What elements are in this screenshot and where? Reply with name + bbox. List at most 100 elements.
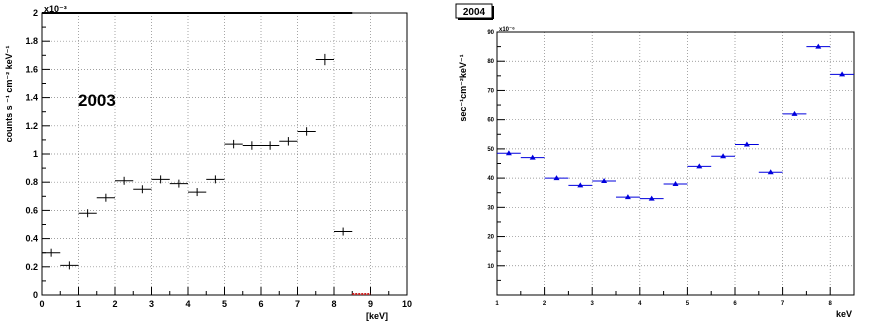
y-axis-label: sec⁻¹cm⁻²keV⁻¹ (458, 54, 468, 121)
y-tick-label: 2 (33, 8, 38, 18)
data-point-2003 (297, 127, 316, 136)
y-axis-label: counts s ⁻¹ cm⁻² keV⁻¹ (4, 46, 14, 143)
x-tick-label: 5 (222, 299, 227, 309)
triangle-marker (743, 141, 750, 147)
grid-2004 (497, 32, 854, 295)
x-tick-label: 7 (295, 299, 300, 309)
x-tick-label: 7 (781, 301, 785, 307)
y-tick-label: 60 (487, 118, 494, 124)
data-point-2003 (334, 227, 353, 236)
y-tick-label: 70 (487, 88, 494, 94)
data-point-2004 (687, 163, 712, 169)
data-point-2004 (639, 195, 664, 201)
y-tick-label: 1 (33, 149, 38, 159)
y-tick-label: 0.4 (25, 234, 38, 244)
data-point-2004 (711, 153, 735, 159)
data-point-2003 (60, 261, 79, 270)
data-point-2004 (544, 175, 569, 181)
x-tick-label: 9 (368, 299, 373, 309)
triangle-marker (767, 169, 774, 175)
x-tick-label: 4 (185, 299, 190, 309)
triangle-marker (624, 194, 631, 200)
triangle-marker (815, 43, 822, 49)
data-point-2003 (96, 193, 115, 202)
chart-title-2004: 2004 (463, 7, 486, 18)
y-tick-label: 80 (487, 59, 494, 65)
data-point-2004 (806, 43, 831, 49)
data-point-2004 (616, 194, 640, 200)
chart-2004: 2004 1 2 3 4 5 6 7 8 10 20 30 40 50 60 70 80 90 x10⁻⁶ keV se… (455, 3, 855, 319)
data-point-2003 (115, 176, 134, 185)
chart-2003-panel: 0 1 2 3 4 5 6 7 8 9 10 0 0.2 0.4 0.6 0.8 1 1.2 1.4 1.6 1.8 2 x… (0, 0, 440, 325)
x-tick-label: 8 (829, 301, 833, 307)
triangle-marker (648, 195, 655, 201)
data-point-2003 (42, 248, 61, 257)
triangle-marker (839, 71, 846, 77)
x-tick-label: 3 (591, 301, 595, 307)
x-axis-label: [keV] (366, 311, 388, 321)
grid-2003 (42, 13, 407, 295)
x-tick-label: 5 (686, 301, 690, 307)
y-tick-label: 20 (487, 235, 494, 241)
data-point-2004 (830, 71, 854, 77)
data-point-2004 (782, 110, 807, 116)
triangle-marker (601, 178, 608, 184)
data-point-2003 (315, 53, 334, 66)
triangle-marker (672, 180, 679, 186)
data-point-2004 (497, 150, 521, 156)
x-tick-label: 6 (258, 299, 263, 309)
data-point-2003 (169, 179, 188, 188)
triangle-marker (696, 163, 703, 169)
x-axis-label: keV (836, 309, 852, 319)
data-point-2004 (663, 180, 688, 186)
y-tick-label: 1.2 (25, 121, 38, 131)
y-tick-label: 40 (487, 176, 494, 182)
y-tick-label: 1.8 (25, 36, 38, 46)
chart-2004-panel: 2004 1 2 3 4 5 6 7 8 10 20 30 40 50 60 70 80 90 x10⁻⁶ keV se… (452, 0, 892, 325)
data-point-2003 (279, 137, 298, 146)
y-tick-label: 10 (487, 264, 494, 270)
y-scale-label: x10⁻⁶ (499, 27, 515, 33)
x-tick-label: 2 (543, 301, 547, 307)
x-tick-label: 4 (638, 301, 642, 307)
data-point-2004 (735, 141, 759, 147)
data-point-2003 (151, 175, 170, 184)
triangle-marker (577, 182, 584, 188)
triangle-marker (720, 153, 727, 159)
data-point-2003 (242, 141, 261, 150)
plot-frame-2004 (496, 31, 855, 296)
year-annotation-2003: 2003 (78, 91, 116, 110)
y-tick-label: 1.4 (25, 93, 38, 103)
triangle-marker (791, 110, 798, 116)
y-tick-label: 0.6 (25, 205, 38, 215)
y-tick-label: 0 (33, 290, 38, 300)
x-tick-label: 3 (149, 299, 154, 309)
data-point-2004 (520, 154, 545, 160)
y-tick-label: 1.6 (25, 64, 38, 74)
y-tick-label: 0.8 (25, 177, 38, 187)
data-point-2003 (261, 141, 280, 150)
triangle-marker (529, 154, 536, 160)
x-tick-label: 6 (733, 301, 737, 307)
y-scale-label: x10⁻³ (44, 4, 67, 14)
triangle-marker (553, 175, 560, 181)
data-point-2004 (568, 182, 593, 188)
data-point-2004 (758, 169, 783, 175)
x-tick-label: 1 (76, 299, 81, 309)
x-tick-label: 0 (39, 299, 44, 309)
data-point-2003 (78, 209, 97, 218)
y-tick-label: 30 (487, 205, 494, 211)
x-tick-label: 1 (495, 301, 499, 307)
y-tick-label: 90 (487, 30, 494, 36)
data-point-2003 (224, 139, 243, 149)
x-tick-label: 10 (402, 299, 412, 309)
triangle-marker (505, 150, 512, 156)
y-tick-label: 50 (487, 147, 494, 153)
x-tick-label: 8 (331, 299, 336, 309)
data-point-2003 (206, 175, 225, 184)
data-point-2003 (188, 188, 207, 197)
x-tick-label: 2 (112, 299, 117, 309)
y-tick-label: 0.2 (25, 262, 38, 272)
data-point-2003 (133, 185, 152, 194)
